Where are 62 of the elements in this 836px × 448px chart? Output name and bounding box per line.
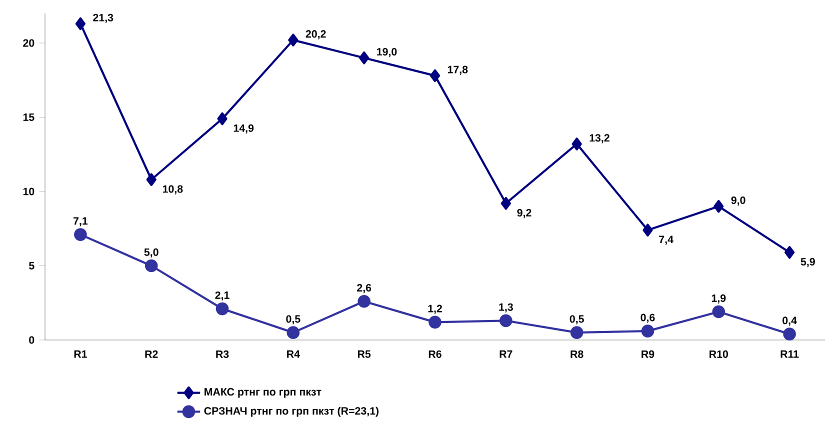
y-tick-label: 20 <box>23 39 34 47</box>
data-label: 13,2 <box>590 134 610 144</box>
data-label: 1,9 <box>712 294 726 304</box>
data-label: 1,3 <box>499 303 513 312</box>
point <box>714 200 724 213</box>
data-label: 21,3 <box>93 14 114 23</box>
point <box>217 112 228 126</box>
data-label: 20,2 <box>306 30 326 40</box>
data-label: 0,6 <box>640 314 655 323</box>
data-label: 9,2 <box>517 208 532 218</box>
point <box>570 326 584 339</box>
point <box>783 328 796 340</box>
point <box>784 246 795 259</box>
x-tick-label: R4 <box>287 350 300 358</box>
point <box>642 224 653 237</box>
y-tick-label: 5 <box>29 262 34 270</box>
x-tick-label: R1 <box>74 350 87 358</box>
x-tick-label: R7 <box>500 350 512 358</box>
data-label: 2,6 <box>357 284 372 294</box>
legend-label: СРЗНАЧ ртнг по грп пкзт (R=23,1) <box>204 406 379 417</box>
data-label: 5,0 <box>144 248 158 258</box>
y-tick-label: 15 <box>23 114 34 121</box>
x-tick-label: R11 <box>780 350 799 358</box>
data-label: 14,9 <box>234 124 254 134</box>
y-tick-label: 0 <box>29 336 34 344</box>
data-label: 10,8 <box>162 185 183 194</box>
point <box>75 17 86 30</box>
point <box>712 305 726 318</box>
data-label: 19,0 <box>377 48 397 58</box>
data-label: 7,4 <box>659 236 674 245</box>
data-label: 9,0 <box>731 196 746 206</box>
point <box>428 316 442 329</box>
x-tick-label: R8 <box>570 350 584 358</box>
point <box>358 294 370 308</box>
point <box>572 138 582 150</box>
point <box>500 196 511 210</box>
point <box>146 173 156 186</box>
point <box>430 69 440 82</box>
x-tick-label: R6 <box>428 350 442 358</box>
data-label: 0,5 <box>286 315 300 324</box>
y-tick-label: 10 <box>23 188 34 196</box>
data-label: 0,4 <box>782 316 797 326</box>
data-label: 2,1 <box>215 291 230 301</box>
data-label: 7,1 <box>74 217 88 226</box>
point <box>288 34 298 46</box>
data-label: 5,9 <box>800 258 815 268</box>
x-tick-label: R3 <box>216 350 229 358</box>
point <box>359 51 370 64</box>
point <box>641 324 654 338</box>
x-tick-label: R2 <box>145 350 158 358</box>
data-label: 0,5 <box>570 315 584 324</box>
data-label: 1,2 <box>428 304 442 314</box>
point <box>500 314 512 328</box>
data-label: 17,8 <box>448 66 468 75</box>
point <box>216 302 229 316</box>
x-tick-label: R9 <box>642 350 654 358</box>
x-tick-label: R10 <box>710 350 728 358</box>
x-tick-label: R5 <box>358 350 371 358</box>
point <box>74 228 87 241</box>
point <box>144 259 158 272</box>
point <box>286 326 300 339</box>
legend-label: МАКС ртнг по грп пкзт <box>204 388 322 398</box>
